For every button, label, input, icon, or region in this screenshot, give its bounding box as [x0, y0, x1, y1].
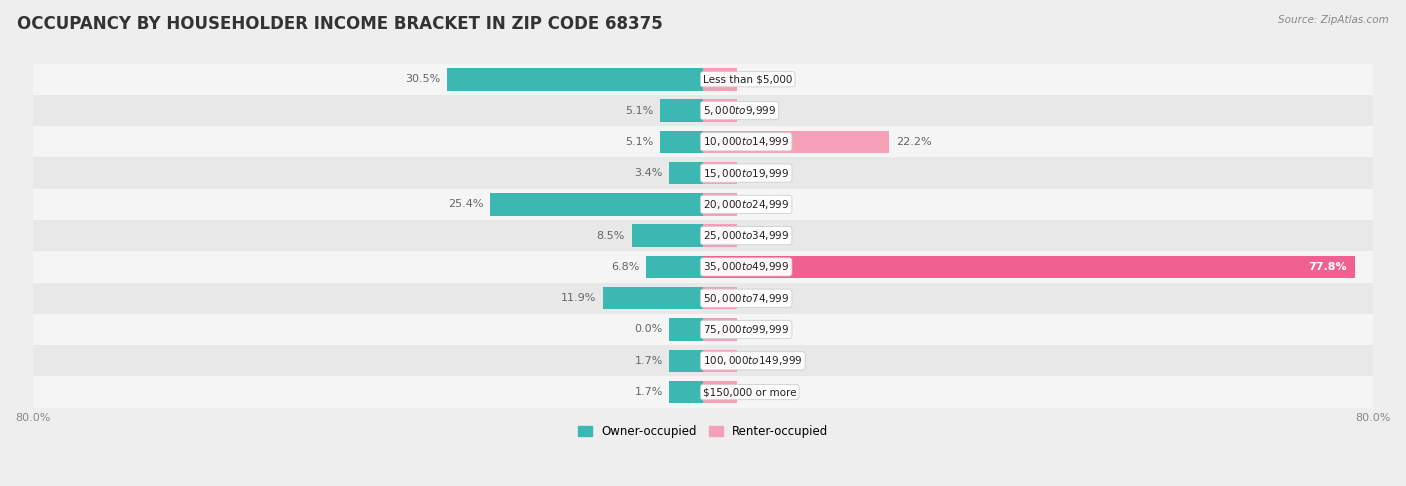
Bar [32, 314, 1374, 345]
Bar [32, 282, 1374, 314]
Text: $5,000 to $9,999: $5,000 to $9,999 [703, 104, 776, 117]
Bar [447, 68, 703, 90]
Text: 0.0%: 0.0% [744, 293, 772, 303]
Bar [703, 318, 737, 341]
Text: OCCUPANCY BY HOUSEHOLDER INCOME BRACKET IN ZIP CODE 68375: OCCUPANCY BY HOUSEHOLDER INCOME BRACKET … [17, 15, 662, 33]
Text: 6.8%: 6.8% [612, 262, 640, 272]
Bar [631, 225, 703, 247]
Text: 1.7%: 1.7% [634, 356, 662, 366]
Text: 30.5%: 30.5% [405, 74, 440, 84]
Bar [703, 99, 737, 122]
Text: 5.1%: 5.1% [626, 137, 654, 147]
Text: $10,000 to $14,999: $10,000 to $14,999 [703, 135, 789, 148]
Text: $150,000 or more: $150,000 or more [703, 387, 797, 397]
Text: Source: ZipAtlas.com: Source: ZipAtlas.com [1278, 15, 1389, 25]
Bar [32, 64, 1374, 95]
Text: $15,000 to $19,999: $15,000 to $19,999 [703, 167, 789, 180]
Bar [32, 126, 1374, 157]
Bar [32, 189, 1374, 220]
Text: $25,000 to $34,999: $25,000 to $34,999 [703, 229, 789, 242]
Bar [703, 381, 737, 403]
Bar [669, 381, 703, 403]
Bar [703, 162, 737, 184]
Bar [32, 251, 1374, 282]
Bar [703, 287, 737, 310]
Text: 3.4%: 3.4% [634, 168, 662, 178]
Bar [703, 131, 889, 153]
Bar [645, 256, 703, 278]
Bar [703, 256, 1355, 278]
Text: $75,000 to $99,999: $75,000 to $99,999 [703, 323, 789, 336]
Bar [703, 193, 737, 216]
Bar [703, 225, 737, 247]
Text: $20,000 to $24,999: $20,000 to $24,999 [703, 198, 789, 211]
Text: 8.5%: 8.5% [596, 231, 626, 241]
Legend: Owner-occupied, Renter-occupied: Owner-occupied, Renter-occupied [572, 421, 834, 443]
Bar [32, 220, 1374, 251]
Text: 0.0%: 0.0% [744, 387, 772, 397]
Text: 1.7%: 1.7% [634, 387, 662, 397]
Text: 0.0%: 0.0% [744, 199, 772, 209]
Bar [669, 318, 703, 341]
Text: $50,000 to $74,999: $50,000 to $74,999 [703, 292, 789, 305]
Bar [661, 99, 703, 122]
Text: 25.4%: 25.4% [449, 199, 484, 209]
Bar [661, 131, 703, 153]
Text: 0.0%: 0.0% [744, 168, 772, 178]
Bar [491, 193, 703, 216]
Text: 11.9%: 11.9% [561, 293, 596, 303]
Bar [669, 162, 703, 184]
Text: 0.0%: 0.0% [744, 356, 772, 366]
Bar [32, 377, 1374, 408]
Text: 0.0%: 0.0% [744, 74, 772, 84]
Bar [703, 68, 737, 90]
Bar [32, 157, 1374, 189]
Text: 0.0%: 0.0% [744, 231, 772, 241]
Text: 0.0%: 0.0% [744, 325, 772, 334]
Bar [32, 345, 1374, 377]
Text: $100,000 to $149,999: $100,000 to $149,999 [703, 354, 803, 367]
Bar [703, 349, 737, 372]
Text: 77.8%: 77.8% [1308, 262, 1347, 272]
Text: 22.2%: 22.2% [896, 137, 931, 147]
Text: 0.0%: 0.0% [744, 105, 772, 116]
Text: $35,000 to $49,999: $35,000 to $49,999 [703, 260, 789, 274]
Text: Less than $5,000: Less than $5,000 [703, 74, 793, 84]
Text: 5.1%: 5.1% [626, 105, 654, 116]
Bar [703, 256, 1355, 278]
Text: 0.0%: 0.0% [634, 325, 662, 334]
Bar [32, 95, 1374, 126]
Bar [669, 349, 703, 372]
Bar [603, 287, 703, 310]
